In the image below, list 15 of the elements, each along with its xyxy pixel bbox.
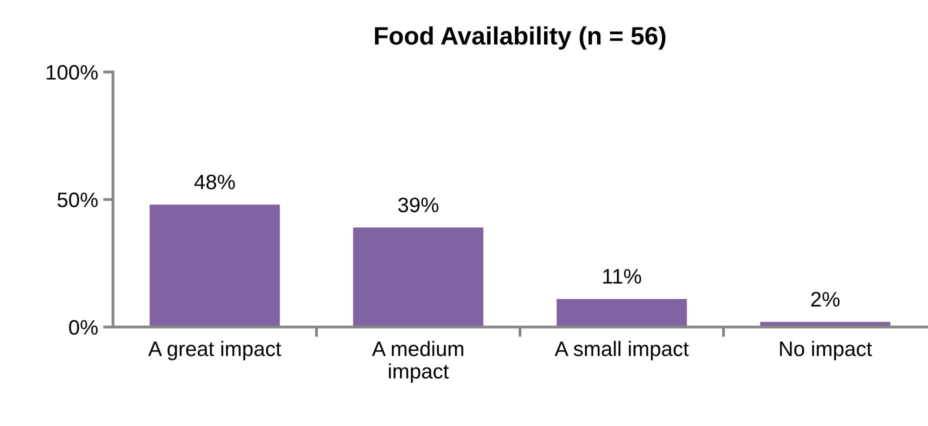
- y-tick-label: 0%: [69, 320, 98, 335]
- y-tick-label: 50%: [58, 192, 98, 208]
- data-label: 11%: [603, 269, 642, 284]
- x-tick-label: No impact: [780, 340, 872, 360]
- x-tick-label: A medium impact: [372, 340, 464, 383]
- data-label: 2%: [811, 292, 840, 307]
- x-tick-label: A small impact: [554, 340, 689, 360]
- data-label: 48%: [194, 174, 235, 190]
- bar: [353, 228, 484, 327]
- y-tick-label: 100%: [46, 65, 98, 80]
- data-label: 39%: [398, 198, 438, 212]
- bar: [150, 204, 280, 327]
- chart-title: Food Availability (n = 56): [375, 26, 666, 50]
- x-tick-label: A great impact: [148, 340, 282, 360]
- bar: [556, 298, 687, 327]
